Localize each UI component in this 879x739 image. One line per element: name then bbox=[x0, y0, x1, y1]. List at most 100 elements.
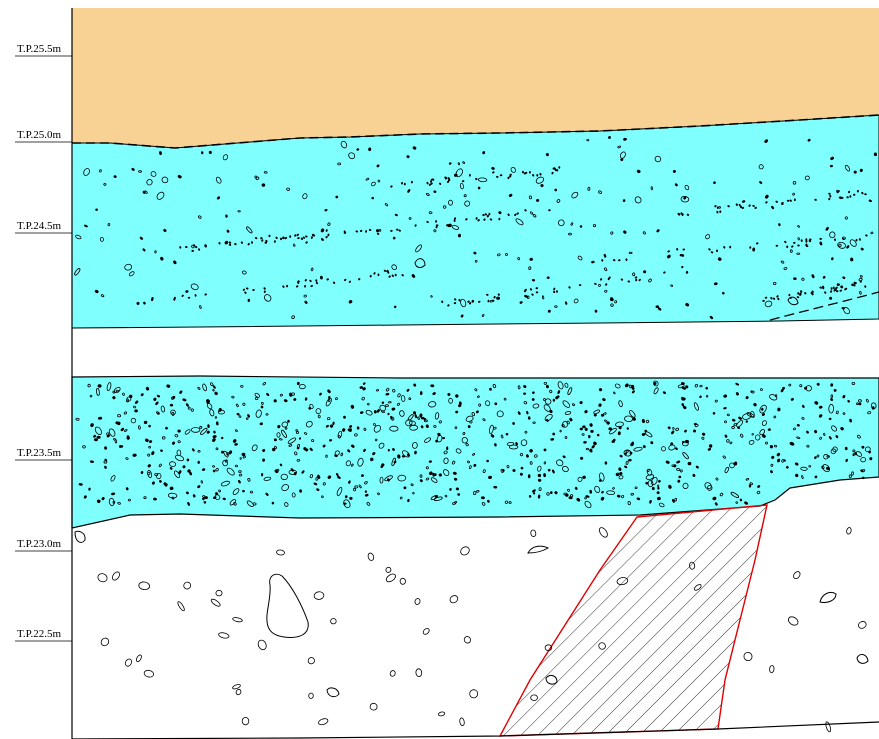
pebble bbox=[356, 148, 360, 151]
pebble bbox=[327, 475, 332, 479]
pebble bbox=[432, 178, 435, 181]
pebble bbox=[396, 402, 401, 406]
pebble bbox=[686, 270, 689, 274]
pebble bbox=[496, 296, 501, 300]
pebble bbox=[818, 414, 823, 418]
pebble bbox=[426, 181, 429, 185]
pebble bbox=[426, 220, 429, 224]
pebble bbox=[650, 441, 654, 445]
pebble bbox=[237, 479, 241, 484]
pebble bbox=[615, 472, 620, 477]
pebble bbox=[498, 217, 501, 221]
pebble bbox=[850, 257, 854, 262]
pebble bbox=[497, 293, 500, 296]
pebble bbox=[274, 445, 277, 450]
pebble bbox=[153, 497, 157, 501]
pebble bbox=[709, 315, 714, 320]
pebble bbox=[630, 441, 634, 446]
pebble bbox=[478, 403, 482, 407]
pebble bbox=[598, 403, 602, 407]
pebble bbox=[414, 414, 418, 419]
pebble bbox=[347, 449, 351, 453]
pebble bbox=[446, 180, 450, 183]
pebble bbox=[294, 451, 298, 456]
pebble bbox=[573, 298, 579, 304]
pebble bbox=[723, 394, 728, 398]
pebble bbox=[781, 202, 784, 206]
pebble bbox=[547, 309, 551, 313]
pebble bbox=[830, 287, 833, 290]
pebble bbox=[489, 387, 492, 391]
pebble bbox=[197, 449, 201, 453]
pebble bbox=[615, 421, 624, 428]
pebble bbox=[187, 296, 191, 299]
pebble bbox=[701, 432, 706, 436]
pebble bbox=[822, 285, 825, 289]
pebble bbox=[311, 439, 315, 443]
pebble bbox=[453, 217, 457, 220]
pebble bbox=[723, 246, 726, 249]
pebble bbox=[797, 292, 800, 295]
pebble bbox=[852, 449, 856, 453]
pebble bbox=[376, 232, 380, 235]
pebble bbox=[868, 199, 872, 203]
pebble bbox=[871, 406, 875, 410]
pebble bbox=[387, 271, 390, 274]
pebble bbox=[686, 213, 690, 216]
pebble bbox=[552, 469, 555, 474]
pebble bbox=[467, 460, 470, 464]
pebble bbox=[108, 428, 116, 437]
pebble bbox=[264, 294, 272, 302]
pebble bbox=[401, 274, 404, 277]
pebble bbox=[830, 290, 833, 293]
pebble bbox=[103, 182, 107, 186]
pebble bbox=[424, 419, 428, 423]
pebble bbox=[220, 436, 224, 440]
pebble bbox=[681, 397, 686, 401]
pebble bbox=[657, 307, 662, 311]
pebble bbox=[419, 413, 423, 418]
pebble bbox=[546, 276, 550, 279]
pebble bbox=[210, 382, 214, 387]
pebble bbox=[212, 465, 216, 468]
pebble bbox=[657, 486, 660, 490]
pebble bbox=[106, 382, 112, 392]
pebble bbox=[678, 213, 681, 216]
pebble bbox=[284, 502, 289, 507]
pebble bbox=[735, 203, 738, 206]
pebble bbox=[731, 418, 736, 422]
pebble bbox=[434, 412, 440, 420]
pebble bbox=[392, 448, 395, 451]
pebble bbox=[624, 415, 634, 423]
pebble bbox=[249, 490, 254, 494]
pebble bbox=[260, 405, 264, 409]
pebble bbox=[177, 429, 181, 433]
pebble bbox=[362, 382, 366, 385]
pebble bbox=[114, 439, 118, 444]
pebble bbox=[214, 494, 221, 500]
stone bbox=[74, 530, 86, 543]
pebble bbox=[160, 405, 166, 413]
pebble bbox=[614, 300, 618, 304]
pebble bbox=[369, 702, 378, 711]
pebble bbox=[530, 529, 537, 537]
pebble bbox=[751, 390, 755, 394]
pebble bbox=[833, 388, 837, 392]
pebble bbox=[268, 234, 271, 238]
pebble bbox=[229, 499, 237, 506]
pebble bbox=[528, 171, 531, 174]
pebble bbox=[399, 496, 403, 500]
pebble bbox=[373, 423, 376, 426]
pebble bbox=[770, 296, 773, 300]
pebble bbox=[384, 203, 389, 207]
pebble bbox=[777, 297, 780, 301]
pebble bbox=[447, 177, 450, 180]
pebble bbox=[118, 445, 122, 448]
pebble bbox=[317, 476, 321, 479]
pebble bbox=[582, 475, 586, 479]
pebble bbox=[120, 427, 125, 432]
pebble bbox=[532, 213, 537, 218]
pebble bbox=[796, 436, 801, 440]
pebble bbox=[567, 387, 573, 396]
pebble bbox=[830, 448, 837, 455]
